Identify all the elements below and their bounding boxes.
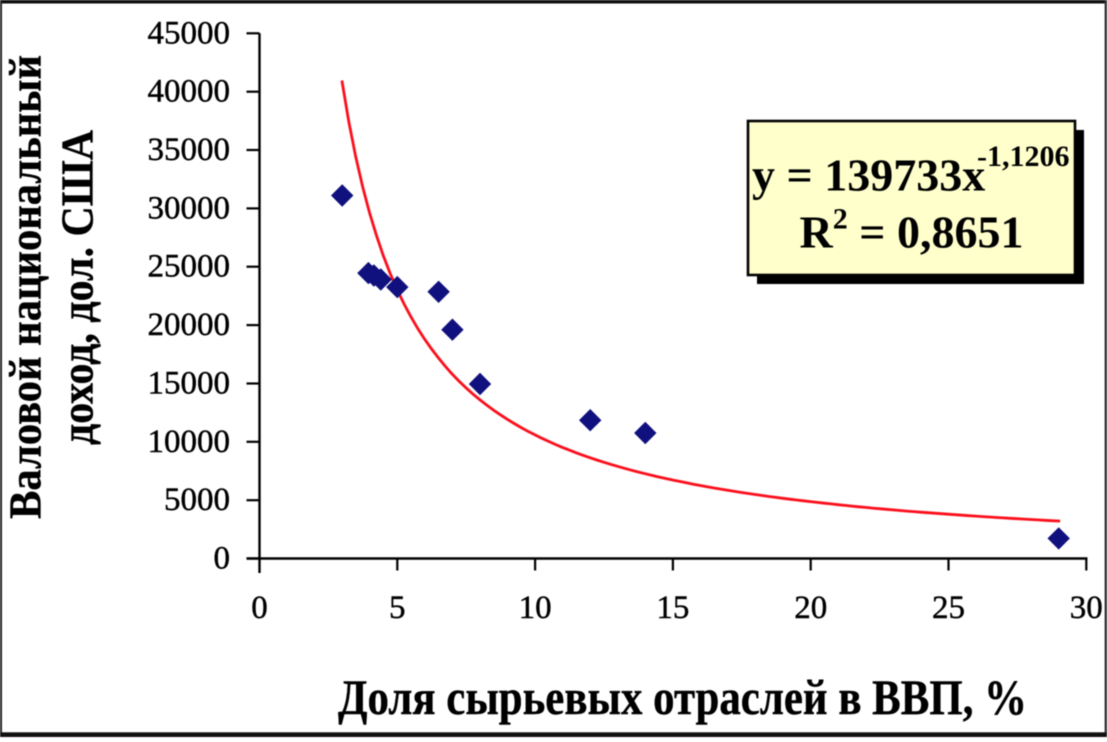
svg-text:5000: 5000 bbox=[164, 482, 230, 518]
svg-text:45000: 45000 bbox=[148, 15, 231, 51]
svg-text:15: 15 bbox=[656, 590, 689, 626]
svg-text:0: 0 bbox=[251, 590, 268, 626]
svg-text:25: 25 bbox=[932, 590, 965, 626]
svg-text:10000: 10000 bbox=[148, 424, 231, 460]
svg-text:y = 139733x: y = 139733x bbox=[752, 150, 985, 201]
svg-text:R2 = 0,8651: R2 = 0,8651 bbox=[800, 203, 1024, 258]
svg-text:15000: 15000 bbox=[148, 366, 231, 402]
svg-text:Валовой национальный: Валовой национальный bbox=[0, 55, 51, 519]
svg-text:-1,1206: -1,1206 bbox=[977, 140, 1070, 173]
svg-text:30000: 30000 bbox=[148, 190, 231, 226]
svg-text:доход, дол. США: доход, дол. США bbox=[52, 130, 103, 445]
svg-text:Доля сырьевых отраслей в ВВП,: Доля сырьевых отраслей в ВВП, % bbox=[338, 669, 1027, 725]
svg-text:40000: 40000 bbox=[148, 74, 231, 110]
svg-text:10: 10 bbox=[519, 590, 552, 626]
svg-text:25000: 25000 bbox=[148, 249, 231, 285]
svg-text:30: 30 bbox=[1070, 590, 1103, 626]
svg-text:20: 20 bbox=[794, 590, 827, 626]
svg-text:20000: 20000 bbox=[148, 307, 231, 343]
svg-text:35000: 35000 bbox=[148, 132, 231, 168]
svg-text:0: 0 bbox=[214, 541, 231, 577]
svg-text:5: 5 bbox=[389, 590, 406, 626]
